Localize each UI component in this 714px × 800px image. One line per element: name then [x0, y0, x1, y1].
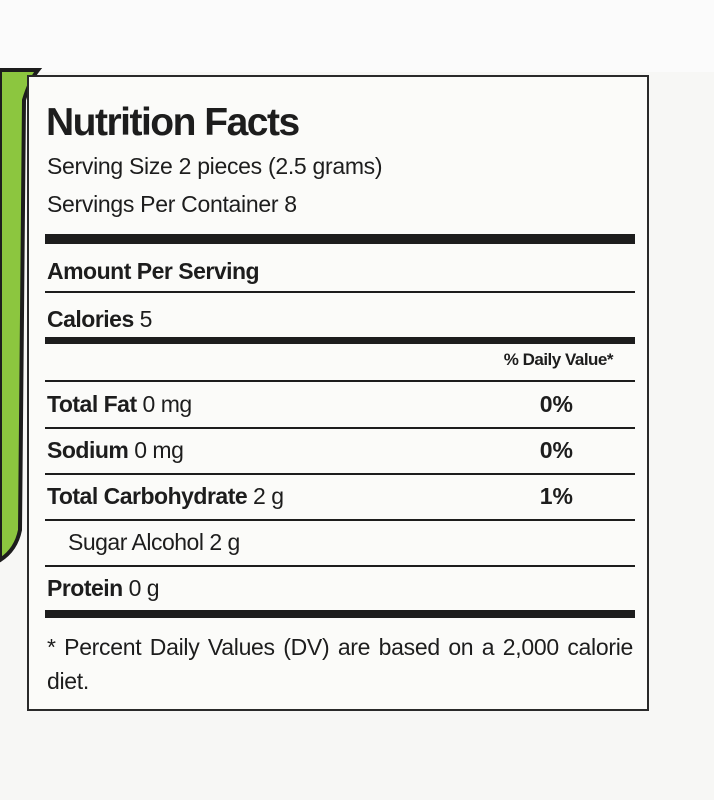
- calories-label: Calories: [47, 306, 134, 332]
- amount-per-serving: Amount Per Serving: [47, 258, 260, 284]
- rule: [45, 473, 635, 475]
- title: Nutrition Facts: [46, 101, 300, 144]
- nutrient-amount: 2 g: [253, 483, 284, 509]
- rule: [45, 291, 635, 293]
- nutrient-name: Total Fat: [47, 391, 137, 417]
- rule: [45, 380, 635, 382]
- nutrition-panel: [27, 75, 649, 711]
- nutrient-name: Total Carbohydrate: [47, 483, 248, 509]
- nutrient-amount: 0 mg: [142, 391, 193, 417]
- nutrient-row: Total Fat 0 mg: [47, 391, 192, 418]
- calories-value: 5: [139, 306, 153, 332]
- nutrient-row: Total Carbohydrate 2 g: [47, 483, 284, 510]
- nutrient-amount: 2 g: [209, 529, 240, 555]
- daily-value: 0%: [539, 391, 573, 417]
- daily-value-header: % Daily Value*: [503, 350, 614, 369]
- nutrient-name: Protein: [47, 575, 123, 601]
- thick-rule: [45, 610, 635, 618]
- rule: [45, 565, 635, 567]
- nutrient-row: Sodium 0 mg: [47, 437, 184, 464]
- daily-value: 0%: [539, 437, 573, 463]
- serving-size: Serving Size 2 pieces (2.5 grams): [47, 153, 383, 179]
- medium-rule: [45, 337, 635, 344]
- thick-rule: [45, 234, 635, 244]
- nutrient-row: Protein 0 g: [47, 575, 160, 602]
- servings-per-container: Servings Per Container 8: [47, 191, 297, 217]
- nutrient-name: Sodium: [47, 437, 129, 463]
- nutrient-name: Sugar Alcohol: [68, 529, 204, 555]
- background: [0, 0, 714, 72]
- nutrient-amount: 0 g: [128, 575, 160, 601]
- rule: [45, 427, 635, 429]
- nutrient-row: Sugar Alcohol 2 g: [68, 529, 240, 556]
- nutrient-amount: 0 mg: [134, 437, 184, 463]
- rule: [45, 519, 635, 521]
- calories-row: Calories 5: [47, 306, 152, 333]
- footnote: * Percent Daily Values (DV) are based on…: [47, 634, 633, 694]
- daily-value: 1%: [539, 483, 573, 509]
